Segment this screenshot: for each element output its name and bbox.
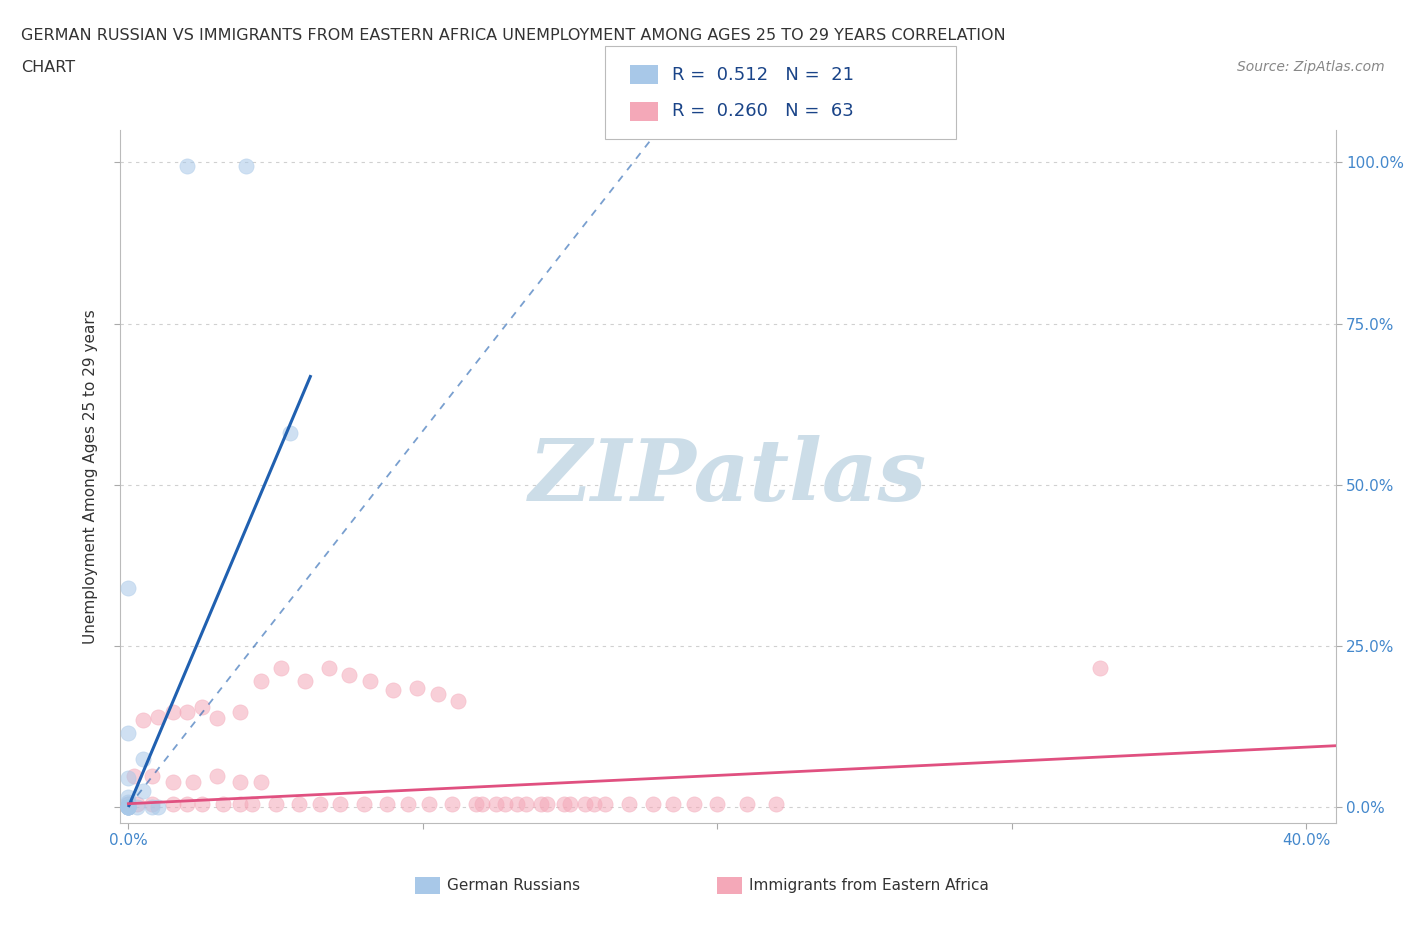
Point [117, 580, 139, 595]
Point [141, 768, 163, 783]
Y-axis label: Unemployment Among Ages 25 to 29 years: Unemployment Among Ages 25 to 29 years [83, 310, 98, 644]
Text: R =  0.260   N =  63: R = 0.260 N = 63 [672, 102, 853, 120]
Point [132, 783, 155, 798]
Text: German Russians: German Russians [447, 878, 581, 893]
Point [278, 426, 301, 441]
Point [706, 796, 728, 811]
Point [418, 796, 440, 811]
Text: ZIPatlas: ZIPatlas [529, 435, 927, 518]
Point [162, 796, 184, 811]
Point [127, 800, 149, 815]
Text: GERMAN RUSSIAN VS IMMIGRANTS FROM EASTERN AFRICA UNEMPLOYMENT AMONG AGES 25 TO 2: GERMAN RUSSIAN VS IMMIGRANTS FROM EASTER… [21, 28, 1005, 43]
Point [574, 796, 596, 811]
Point [735, 796, 758, 811]
Point [117, 800, 139, 815]
Point [765, 796, 787, 811]
Point [447, 693, 470, 708]
Point [117, 800, 139, 815]
Point [117, 800, 139, 815]
Point [359, 674, 381, 689]
Point [176, 796, 198, 811]
Point [250, 674, 273, 689]
Point [337, 668, 360, 683]
Point [191, 796, 214, 811]
Point [406, 680, 429, 695]
Point [117, 770, 139, 785]
Point [264, 796, 287, 811]
Point [117, 800, 139, 815]
Point [329, 796, 352, 811]
Text: Source: ZipAtlas.com: Source: ZipAtlas.com [1237, 60, 1385, 74]
Point [141, 800, 163, 815]
Point [553, 796, 575, 811]
Point [464, 796, 486, 811]
Point [117, 800, 139, 815]
Point [205, 711, 228, 725]
Point [441, 796, 464, 811]
Point [1088, 661, 1111, 676]
Point [308, 796, 330, 811]
Point [396, 796, 419, 811]
Point [146, 710, 169, 724]
Point [582, 796, 605, 811]
Point [240, 796, 263, 811]
Point [176, 704, 198, 719]
Point [181, 775, 204, 790]
Point [229, 704, 252, 719]
Point [617, 796, 640, 811]
Point [117, 800, 139, 815]
Point [558, 796, 581, 811]
Point [205, 768, 228, 783]
Point [353, 796, 375, 811]
Point [235, 158, 257, 173]
Text: Immigrants from Eastern Africa: Immigrants from Eastern Africa [749, 878, 990, 893]
Point [426, 686, 449, 701]
Point [117, 794, 139, 809]
Point [162, 775, 184, 790]
Point [485, 796, 508, 811]
Point [536, 796, 558, 811]
Point [382, 683, 405, 698]
Point [117, 790, 139, 804]
Point [132, 712, 155, 727]
Point [117, 796, 139, 811]
Point [229, 775, 252, 790]
Point [117, 725, 139, 740]
Point [530, 796, 553, 811]
Point [132, 751, 155, 766]
Point [294, 674, 316, 689]
Point [141, 796, 163, 811]
Point [211, 796, 233, 811]
Point [641, 796, 664, 811]
Point [229, 796, 252, 811]
Point [662, 796, 685, 811]
Point [494, 796, 516, 811]
Point [191, 699, 214, 714]
Point [122, 768, 145, 783]
Point [176, 158, 198, 173]
Point [250, 775, 273, 790]
Point [117, 796, 139, 811]
Point [270, 661, 292, 676]
Point [377, 796, 399, 811]
Text: R =  0.512   N =  21: R = 0.512 N = 21 [672, 66, 853, 84]
Point [127, 796, 149, 811]
Point [146, 800, 169, 815]
Point [288, 796, 311, 811]
Point [595, 796, 617, 811]
Point [682, 796, 704, 811]
Text: CHART: CHART [21, 60, 75, 75]
Point [515, 796, 537, 811]
Point [506, 796, 529, 811]
Point [162, 704, 184, 719]
Point [471, 796, 494, 811]
Point [117, 800, 139, 815]
Point [318, 661, 340, 676]
